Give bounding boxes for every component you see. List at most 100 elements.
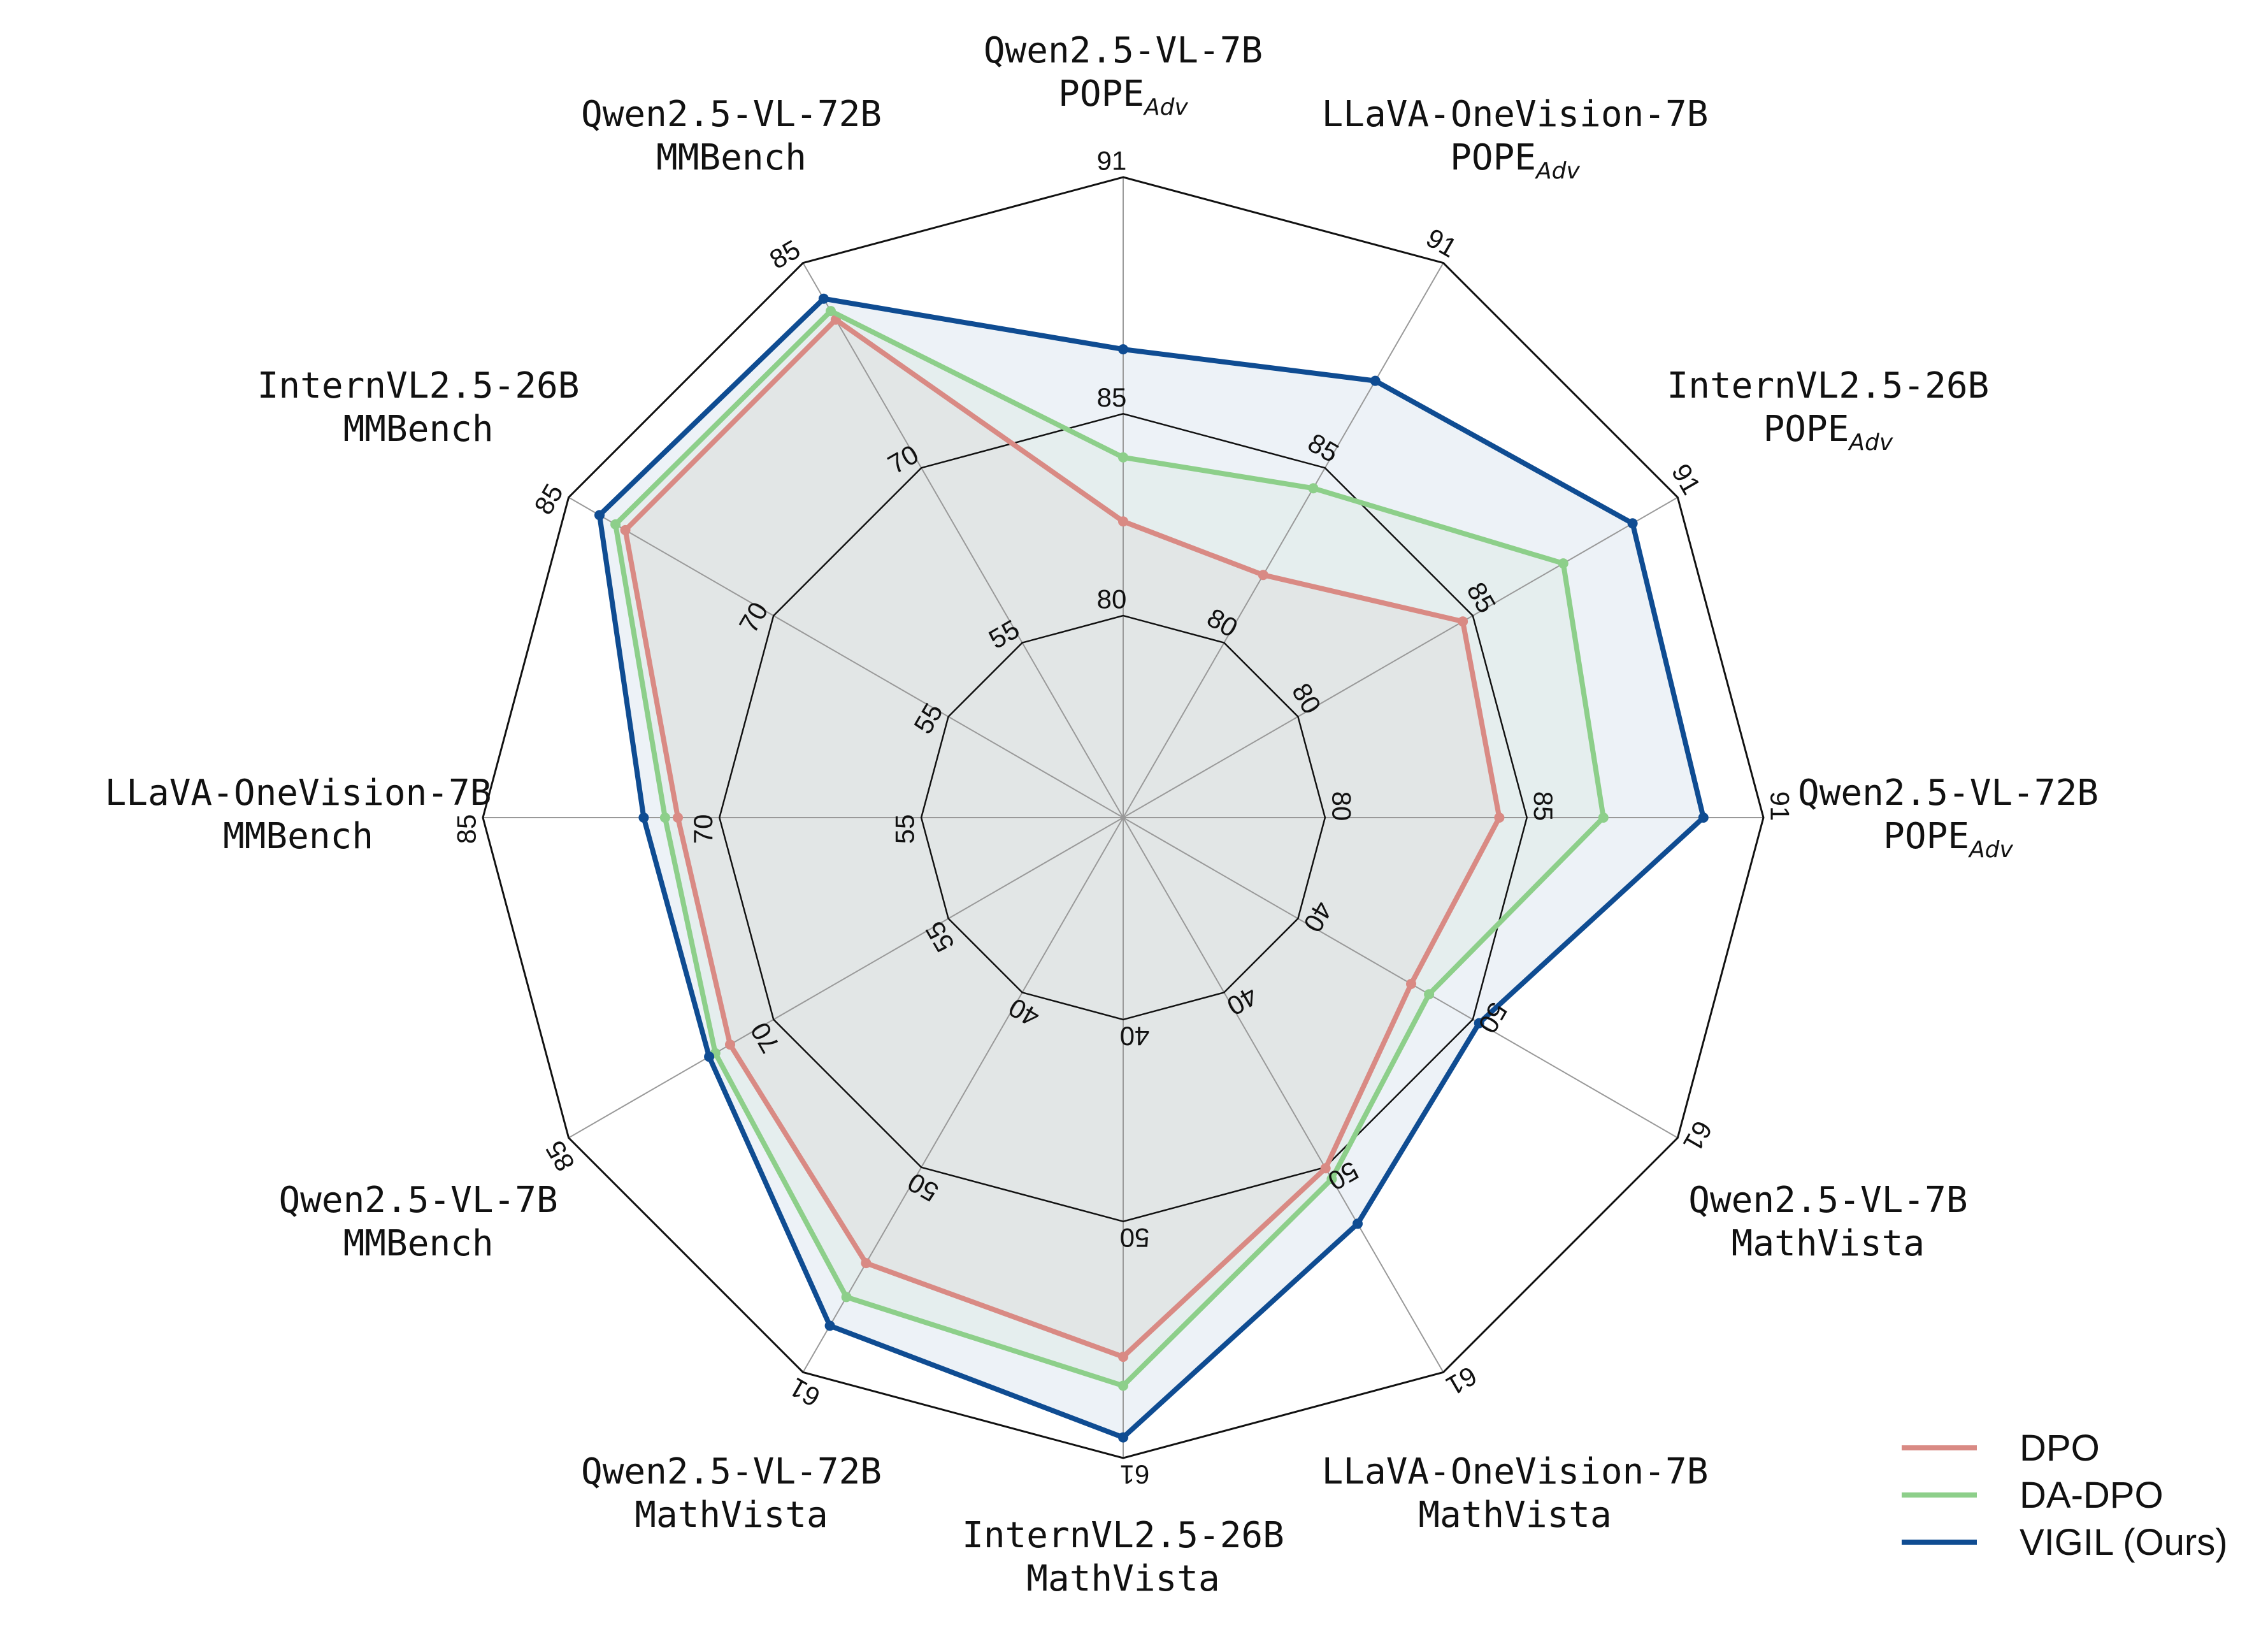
series-fill [625, 319, 1500, 1357]
axis-label: InternVL2.5-26B MathVista [962, 1515, 1284, 1600]
axis-label-metric: POPE [1883, 816, 1969, 857]
data-point [610, 519, 621, 530]
axis-label-model: InternVL2.5-26B [257, 365, 580, 407]
axis-label-model: Qwen2.5-VL-7B [984, 30, 1263, 71]
tick-label: 85 [540, 1136, 580, 1176]
axis-label-model: Qwen2.5-VL-72B [1798, 772, 2099, 814]
axis-label-metric: MMBench [223, 816, 373, 857]
axis-label: Qwen2.5-VL-72B MMBench [581, 94, 882, 178]
series-fill [599, 298, 1704, 1438]
axis-label-metric: MathVista [1026, 1558, 1219, 1600]
data-point [1698, 812, 1709, 823]
data-point [1627, 518, 1638, 529]
tick-label: 70 [688, 814, 718, 844]
series-fill-layer [599, 298, 1704, 1438]
axis-label: LLaVA-OneVision-7B MathVista [1322, 1451, 1709, 1536]
axis-label-metric: MMBench [656, 137, 807, 178]
legend-label-da-dpo: DA-DPO [2020, 1475, 2164, 1516]
data-point [1494, 812, 1505, 823]
axis-label-metric: POPE [1763, 408, 1849, 450]
data-point [1353, 1218, 1363, 1229]
tick-label: 55 [890, 814, 920, 844]
spoke-line [1123, 817, 1678, 1139]
axis-label-model: InternVL2.5-26B [962, 1515, 1284, 1556]
data-point [1370, 375, 1381, 386]
axis-label-metric: MMBench [343, 1223, 494, 1264]
tick-label: 61 [1120, 1460, 1150, 1490]
data-point [861, 1258, 872, 1269]
radar-grid [482, 176, 1765, 1459]
axis-labels: Qwen2.5-VL-7B POPEAdv LLaVA-OneVision-7B PO… [105, 30, 2099, 1600]
data-point [725, 1039, 735, 1050]
data-point [1326, 1174, 1337, 1185]
axis-label-model: LLaVA-OneVision-7B [1322, 1451, 1709, 1492]
axis-label-model: Qwen2.5-VL-7B [278, 1180, 557, 1221]
tick-label: 40 [1120, 1021, 1150, 1051]
grid-ring [920, 614, 1326, 1021]
axis-label: Qwen2.5-VL-7B MMBench [278, 1180, 557, 1264]
tick-label: 85 [528, 479, 569, 519]
grid-ring [719, 413, 1528, 1222]
data-point [638, 812, 649, 823]
data-point [1308, 483, 1319, 494]
data-point [1458, 616, 1468, 627]
tick-label: 91 [1097, 146, 1127, 176]
data-point [1558, 558, 1568, 569]
axis-label-model: InternVL2.5-26B [1667, 365, 1990, 407]
spoke-line [802, 263, 1124, 818]
axis-label: InternVL2.5-26B POPEAdv [1667, 365, 1990, 456]
data-point [1598, 812, 1609, 823]
spoke-line [802, 817, 1124, 1373]
axis-label-metric: MathVista [635, 1494, 828, 1536]
axis-label: LLaVA-OneVision-7B POPEAdv [1322, 94, 1709, 184]
axis-label: Qwen2.5-VL-7B MathVista [1688, 1180, 1967, 1264]
spoke-line [568, 817, 1124, 1139]
tick-label: 50 [1120, 1223, 1150, 1253]
data-point [1258, 570, 1268, 581]
tick-label: 61 [1677, 1116, 1718, 1157]
series-fill [615, 311, 1604, 1386]
data-point [1320, 1163, 1331, 1174]
axis-label-metric: POPE [1450, 137, 1536, 178]
spoke-line [1123, 496, 1678, 818]
axis-label-model: LLaVA-OneVision-7B [105, 772, 492, 814]
grid-ring [482, 176, 1765, 1459]
tick-label: 91 [1765, 791, 1795, 821]
data-point [1474, 1018, 1484, 1029]
data-point [1118, 1380, 1128, 1391]
legend: DPO DA-DPO VIGIL (Ours) [1902, 1427, 2228, 1563]
data-point [1118, 1432, 1128, 1443]
data-point [659, 812, 670, 823]
axis-label-model: LLaVA-OneVision-7B [1322, 94, 1709, 135]
axis-label-metric: MathVista [1732, 1223, 1925, 1264]
axis-label-metric-subscript: Adv [1535, 158, 1580, 184]
tick-label: 85 [1097, 382, 1127, 412]
legend-label-vigil-ours: VIGIL (Ours) [2020, 1522, 2228, 1563]
axis-label-model: Qwen2.5-VL-72B [581, 94, 882, 135]
data-point [826, 306, 836, 317]
axis-label-model: Qwen2.5-VL-7B [1688, 1180, 1967, 1221]
axis-label: Qwen2.5-VL-72B MathVista [581, 1451, 882, 1536]
data-point [673, 812, 683, 823]
tick-label: 85 [1528, 791, 1558, 821]
data-point [1424, 989, 1435, 1000]
data-point [1118, 344, 1128, 355]
axis-label-metric: MMBench [343, 408, 494, 450]
data-point [841, 1292, 852, 1303]
data-point [594, 510, 605, 521]
axis-label-metric-subscript: Adv [1968, 837, 2013, 863]
data-point [1118, 1352, 1128, 1362]
spoke-line [1123, 263, 1444, 818]
data-point [704, 1051, 715, 1062]
tick-label: 85 [764, 234, 805, 275]
data-point [1406, 979, 1416, 989]
axis-label-model: Qwen2.5-VL-72B [581, 1451, 882, 1492]
axis-label: LLaVA-OneVision-7B MMBench [105, 772, 492, 857]
tick-label: 91 [1421, 222, 1462, 263]
axis-label-metric-subscript: Adv [1143, 94, 1188, 120]
tick-label: 61 [784, 1372, 825, 1413]
tick-label: 91 [1666, 459, 1707, 500]
data-point [620, 524, 631, 535]
spoke-line [1123, 817, 1444, 1373]
